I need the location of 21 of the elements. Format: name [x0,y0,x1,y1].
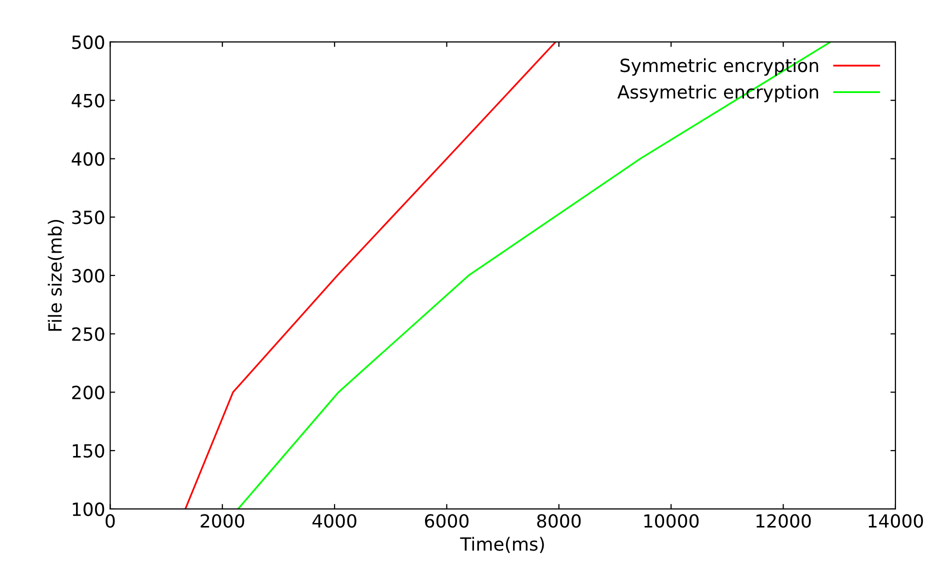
y-axis-title: File size(mb) [48,220,64,331]
x-tick-label: 6000 [425,514,469,528]
line-series [184,42,556,509]
y-tick-label: 300 [72,268,104,283]
y-tick-label: 250 [72,327,104,341]
line-series [237,42,832,509]
y-tick-label: 400 [72,152,104,166]
x-tick-label: 14000 [868,514,923,528]
x-tick-label: 0 [106,514,115,528]
x-axis-title: Time(ms) [460,536,544,553]
x-tick-label: 4000 [312,514,356,528]
y-tick-label: 100 [72,502,104,516]
x-tick-label: 8000 [537,514,581,528]
y-tick-label: 200 [72,386,104,400]
y-tick-label: 150 [72,444,104,458]
y-tick-label: 500 [72,35,104,50]
y-tick-label: 450 [72,94,104,108]
x-tick-label: 10000 [644,514,699,528]
x-tick-label: 12000 [756,514,811,528]
x-tick-label: 2000 [200,514,244,528]
y-tick-label: 350 [72,210,104,224]
